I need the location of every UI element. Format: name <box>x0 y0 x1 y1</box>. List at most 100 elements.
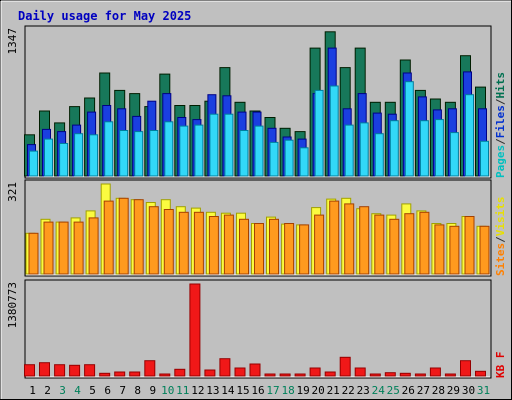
bar-pages-day-21 <box>329 85 339 177</box>
legend-item: Hits <box>494 72 507 99</box>
bar-kb-f-day-16 <box>249 363 261 377</box>
bar-sites-day-17 <box>269 218 279 275</box>
x-tick-label-day-10: 10 <box>161 384 174 397</box>
x-tick-label-day-31: 31 <box>477 384 490 397</box>
bar-pages-day-3 <box>59 143 69 177</box>
bar-pages-day-27 <box>419 120 429 177</box>
x-tick-label-day-22: 22 <box>342 384 355 397</box>
bar-sites-day-29 <box>449 225 460 275</box>
x-tick-label-day-17: 17 <box>266 384 279 397</box>
bar-sites-day-9 <box>148 206 159 275</box>
bar-sites-day-6 <box>103 200 114 275</box>
x-tick-label-day-4: 4 <box>74 384 81 397</box>
bar-pages-day-6 <box>104 121 114 177</box>
bar-kb-f-day-1 <box>24 364 35 377</box>
bar-pages-day-8 <box>134 131 144 177</box>
bar-sites-day-11 <box>178 211 189 275</box>
bar-sites-day-31 <box>479 225 490 275</box>
bar-pages-day-20 <box>314 89 324 177</box>
bar-pages-day-14 <box>224 113 234 177</box>
bar-pages-day-26 <box>404 81 414 177</box>
bar-kb-f-day-4 <box>69 364 81 377</box>
bar-pages-day-28 <box>434 119 444 177</box>
bar-sites-day-13 <box>208 216 219 275</box>
bar-pages-day-2 <box>44 138 53 177</box>
bar-pages-day-4 <box>74 133 84 177</box>
bar-kb-f-day-19 <box>294 373 306 377</box>
legend-item: Visits <box>494 197 507 237</box>
bar-sites-day-25 <box>389 218 400 275</box>
bar-kb-f-day-9 <box>144 360 156 377</box>
panel-bottom-ymax-label: 1380773 <box>6 282 19 328</box>
bar-kb-f-day-6 <box>99 372 111 377</box>
panel-middle-ymax-label: 321 <box>6 182 19 202</box>
bar-pages-day-29 <box>449 132 459 177</box>
panel-middle: 321 Sites/Visits <box>6 179 507 277</box>
bar-kb-f-day-8 <box>129 371 141 377</box>
x-tick-label-day-28: 28 <box>432 384 445 397</box>
bar-sites-day-27 <box>419 211 430 275</box>
bar-sites-day-2 <box>43 221 54 275</box>
bar-sites-day-18 <box>284 223 295 275</box>
bar-kb-f-day-5 <box>84 364 96 377</box>
bar-pages-day-30 <box>465 94 474 177</box>
bar-pages-day-18 <box>284 139 294 177</box>
bar-kb-f-day-24 <box>369 373 381 377</box>
x-tick-label-day-6: 6 <box>104 384 111 397</box>
bar-kb-f-day-17 <box>264 373 276 377</box>
bar-sites-day-4 <box>73 221 84 275</box>
bar-pages-day-5 <box>89 134 99 177</box>
bar-pages-day-13 <box>209 113 219 177</box>
bar-pages-day-19 <box>299 147 309 177</box>
panel-bottom-area <box>24 279 492 379</box>
series-sites <box>28 197 490 275</box>
bar-kb-f-day-23 <box>354 367 366 377</box>
bar-sites-day-12 <box>193 211 204 275</box>
legend-item: / <box>494 236 507 243</box>
bar-sites-day-5 <box>88 217 99 275</box>
bar-sites-day-3 <box>58 221 69 275</box>
legend-item: KB F <box>494 352 507 379</box>
x-tick-label-day-25: 25 <box>387 384 400 397</box>
bar-sites-day-14 <box>223 214 234 275</box>
bar-kb-f-day-7 <box>114 371 126 377</box>
bar-sites-day-26 <box>404 213 415 275</box>
x-tick-label-day-1: 1 <box>29 384 36 397</box>
bar-kb-f-day-20 <box>309 367 321 377</box>
bar-sites-day-30 <box>464 216 475 275</box>
bar-sites-day-19 <box>299 224 310 275</box>
bar-kb-f-day-28 <box>429 367 441 377</box>
x-tick-label-day-21: 21 <box>327 384 340 397</box>
bar-sites-day-20 <box>314 214 325 275</box>
x-tick-label-day-19: 19 <box>296 384 309 397</box>
legend-item: / <box>494 138 507 145</box>
bar-kb-f-day-25 <box>384 372 396 377</box>
x-tick-label-day-18: 18 <box>281 384 294 397</box>
x-tick-label-day-24: 24 <box>372 384 386 397</box>
panel-bottom: 1380773 KB F <box>6 279 507 379</box>
bar-kb-f-day-31 <box>475 370 486 377</box>
series-kb-f <box>24 283 486 377</box>
bar-kb-f-day-14 <box>219 358 231 377</box>
panel-bottom-legend: KB F <box>494 352 507 379</box>
bar-sites-day-1 <box>28 232 39 275</box>
bar-pages-day-17 <box>269 141 279 177</box>
bar-kb-f-day-15 <box>234 367 246 377</box>
x-tick-label-day-26: 26 <box>402 384 415 397</box>
bar-sites-day-7 <box>118 197 129 275</box>
x-tick-label-day-8: 8 <box>134 384 141 397</box>
panel-middle-legend: Sites/Visits <box>494 197 507 277</box>
bar-pages-day-15 <box>239 130 249 177</box>
bar-pages-day-12 <box>194 124 204 177</box>
x-tick-label-day-30: 30 <box>462 384 475 397</box>
bar-kb-f-day-3 <box>54 364 66 377</box>
bar-pages-day-31 <box>480 140 489 177</box>
bar-sites-day-21 <box>329 200 340 275</box>
bar-kb-f-day-11 <box>174 368 186 377</box>
bar-sites-day-23 <box>359 206 370 275</box>
legend-item: Pages <box>494 145 507 178</box>
x-tick-label-day-7: 7 <box>119 384 126 397</box>
x-tick-label-day-11: 11 <box>176 384 189 397</box>
